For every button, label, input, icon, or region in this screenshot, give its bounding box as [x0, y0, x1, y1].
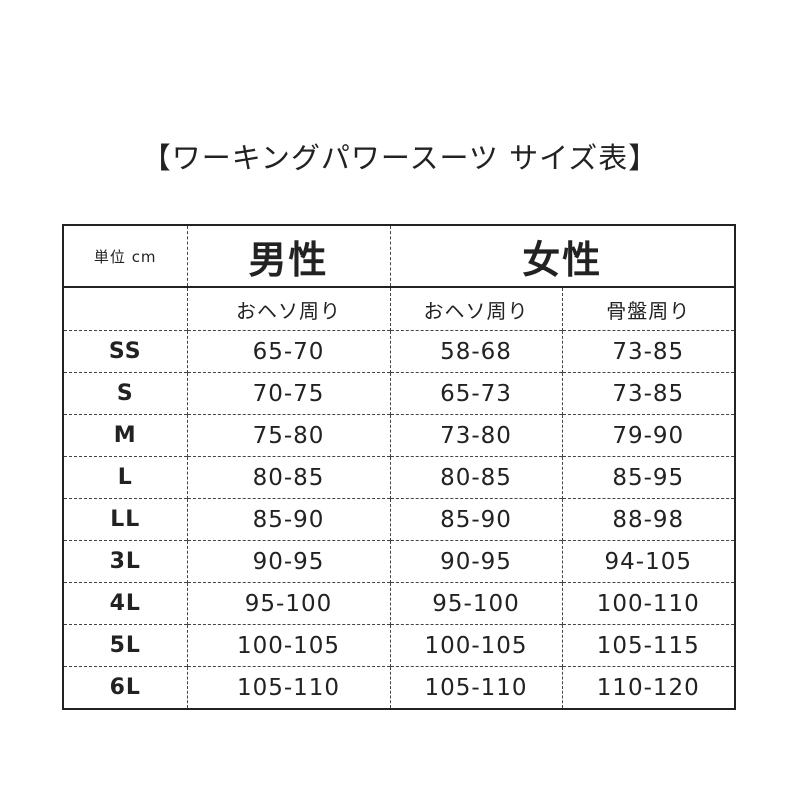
table-row: 6L 105-110 105-110 110-120 — [62, 666, 736, 709]
measurement-cell: 85-90 — [186, 498, 390, 541]
size-label: L — [62, 456, 187, 499]
female-header: 女性 — [389, 224, 736, 288]
measurement-cell: 100-110 — [561, 582, 736, 625]
subheader-cell: おヘソ周り — [186, 286, 390, 331]
measurement-cell: 100-105 — [186, 624, 390, 667]
measurement-cell: 75-80 — [186, 414, 390, 457]
table-row: 3L 90-95 90-95 94-105 — [62, 540, 736, 583]
male-header: 男性 — [186, 224, 390, 288]
table-row: M 75-80 73-80 79-90 — [62, 414, 736, 457]
measurement-cell: 105-110 — [389, 666, 562, 709]
unit-label: 単位 cm — [62, 224, 187, 288]
measurement-cell: 110-120 — [561, 666, 736, 709]
measurement-cell: 80-85 — [389, 456, 562, 499]
measurement-cell: 65-70 — [186, 330, 390, 373]
header-row: 単位 cm 男性 女性 — [62, 224, 736, 288]
table-row: LL 85-90 85-90 88-98 — [62, 498, 736, 541]
subheader-cell: 骨盤周り — [561, 286, 736, 331]
measurement-cell: 79-90 — [561, 414, 736, 457]
size-table: 単位 cm 男性 女性 おヘソ周り おヘソ周り 骨盤周り SS 65-70 58-6… — [62, 224, 737, 710]
subheader-row: おヘソ周り おヘソ周り 骨盤周り — [62, 286, 736, 331]
measurement-cell: 70-75 — [186, 372, 390, 415]
subheader-cell — [62, 286, 187, 331]
page-title: 【ワーキングパワースーツ サイズ表】 — [141, 141, 659, 175]
size-label: 5L — [62, 624, 187, 667]
table-row: 5L 100-105 100-105 105-115 — [62, 624, 736, 667]
size-label: 3L — [62, 540, 187, 583]
measurement-cell: 94-105 — [561, 540, 736, 583]
size-label: 4L — [62, 582, 187, 625]
measurement-cell: 85-95 — [561, 456, 736, 499]
measurement-cell: 73-80 — [389, 414, 562, 457]
measurement-cell: 95-100 — [389, 582, 562, 625]
measurement-cell: 85-90 — [389, 498, 562, 541]
size-label: 6L — [62, 666, 187, 709]
measurement-cell: 95-100 — [186, 582, 390, 625]
measurement-cell: 73-85 — [561, 330, 736, 373]
measurement-cell: 73-85 — [561, 372, 736, 415]
size-label: M — [62, 414, 187, 457]
measurement-cell: 105-110 — [186, 666, 390, 709]
table-row: L 80-85 80-85 85-95 — [62, 456, 736, 499]
table-row: S 70-75 65-73 73-85 — [62, 372, 736, 415]
measurement-cell: 58-68 — [389, 330, 562, 373]
table-row: SS 65-70 58-68 73-85 — [62, 330, 736, 373]
measurement-cell: 90-95 — [186, 540, 390, 583]
measurement-cell: 88-98 — [561, 498, 736, 541]
size-label: LL — [62, 498, 187, 541]
measurement-cell: 65-73 — [389, 372, 562, 415]
measurement-cell: 100-105 — [389, 624, 562, 667]
measurement-cell: 105-115 — [561, 624, 736, 667]
size-label: S — [62, 372, 187, 415]
table-row: 4L 95-100 95-100 100-110 — [62, 582, 736, 625]
measurement-cell: 90-95 — [389, 540, 562, 583]
measurement-cell: 80-85 — [186, 456, 390, 499]
subheader-cell: おヘソ周り — [389, 286, 562, 331]
size-label: SS — [62, 330, 187, 373]
